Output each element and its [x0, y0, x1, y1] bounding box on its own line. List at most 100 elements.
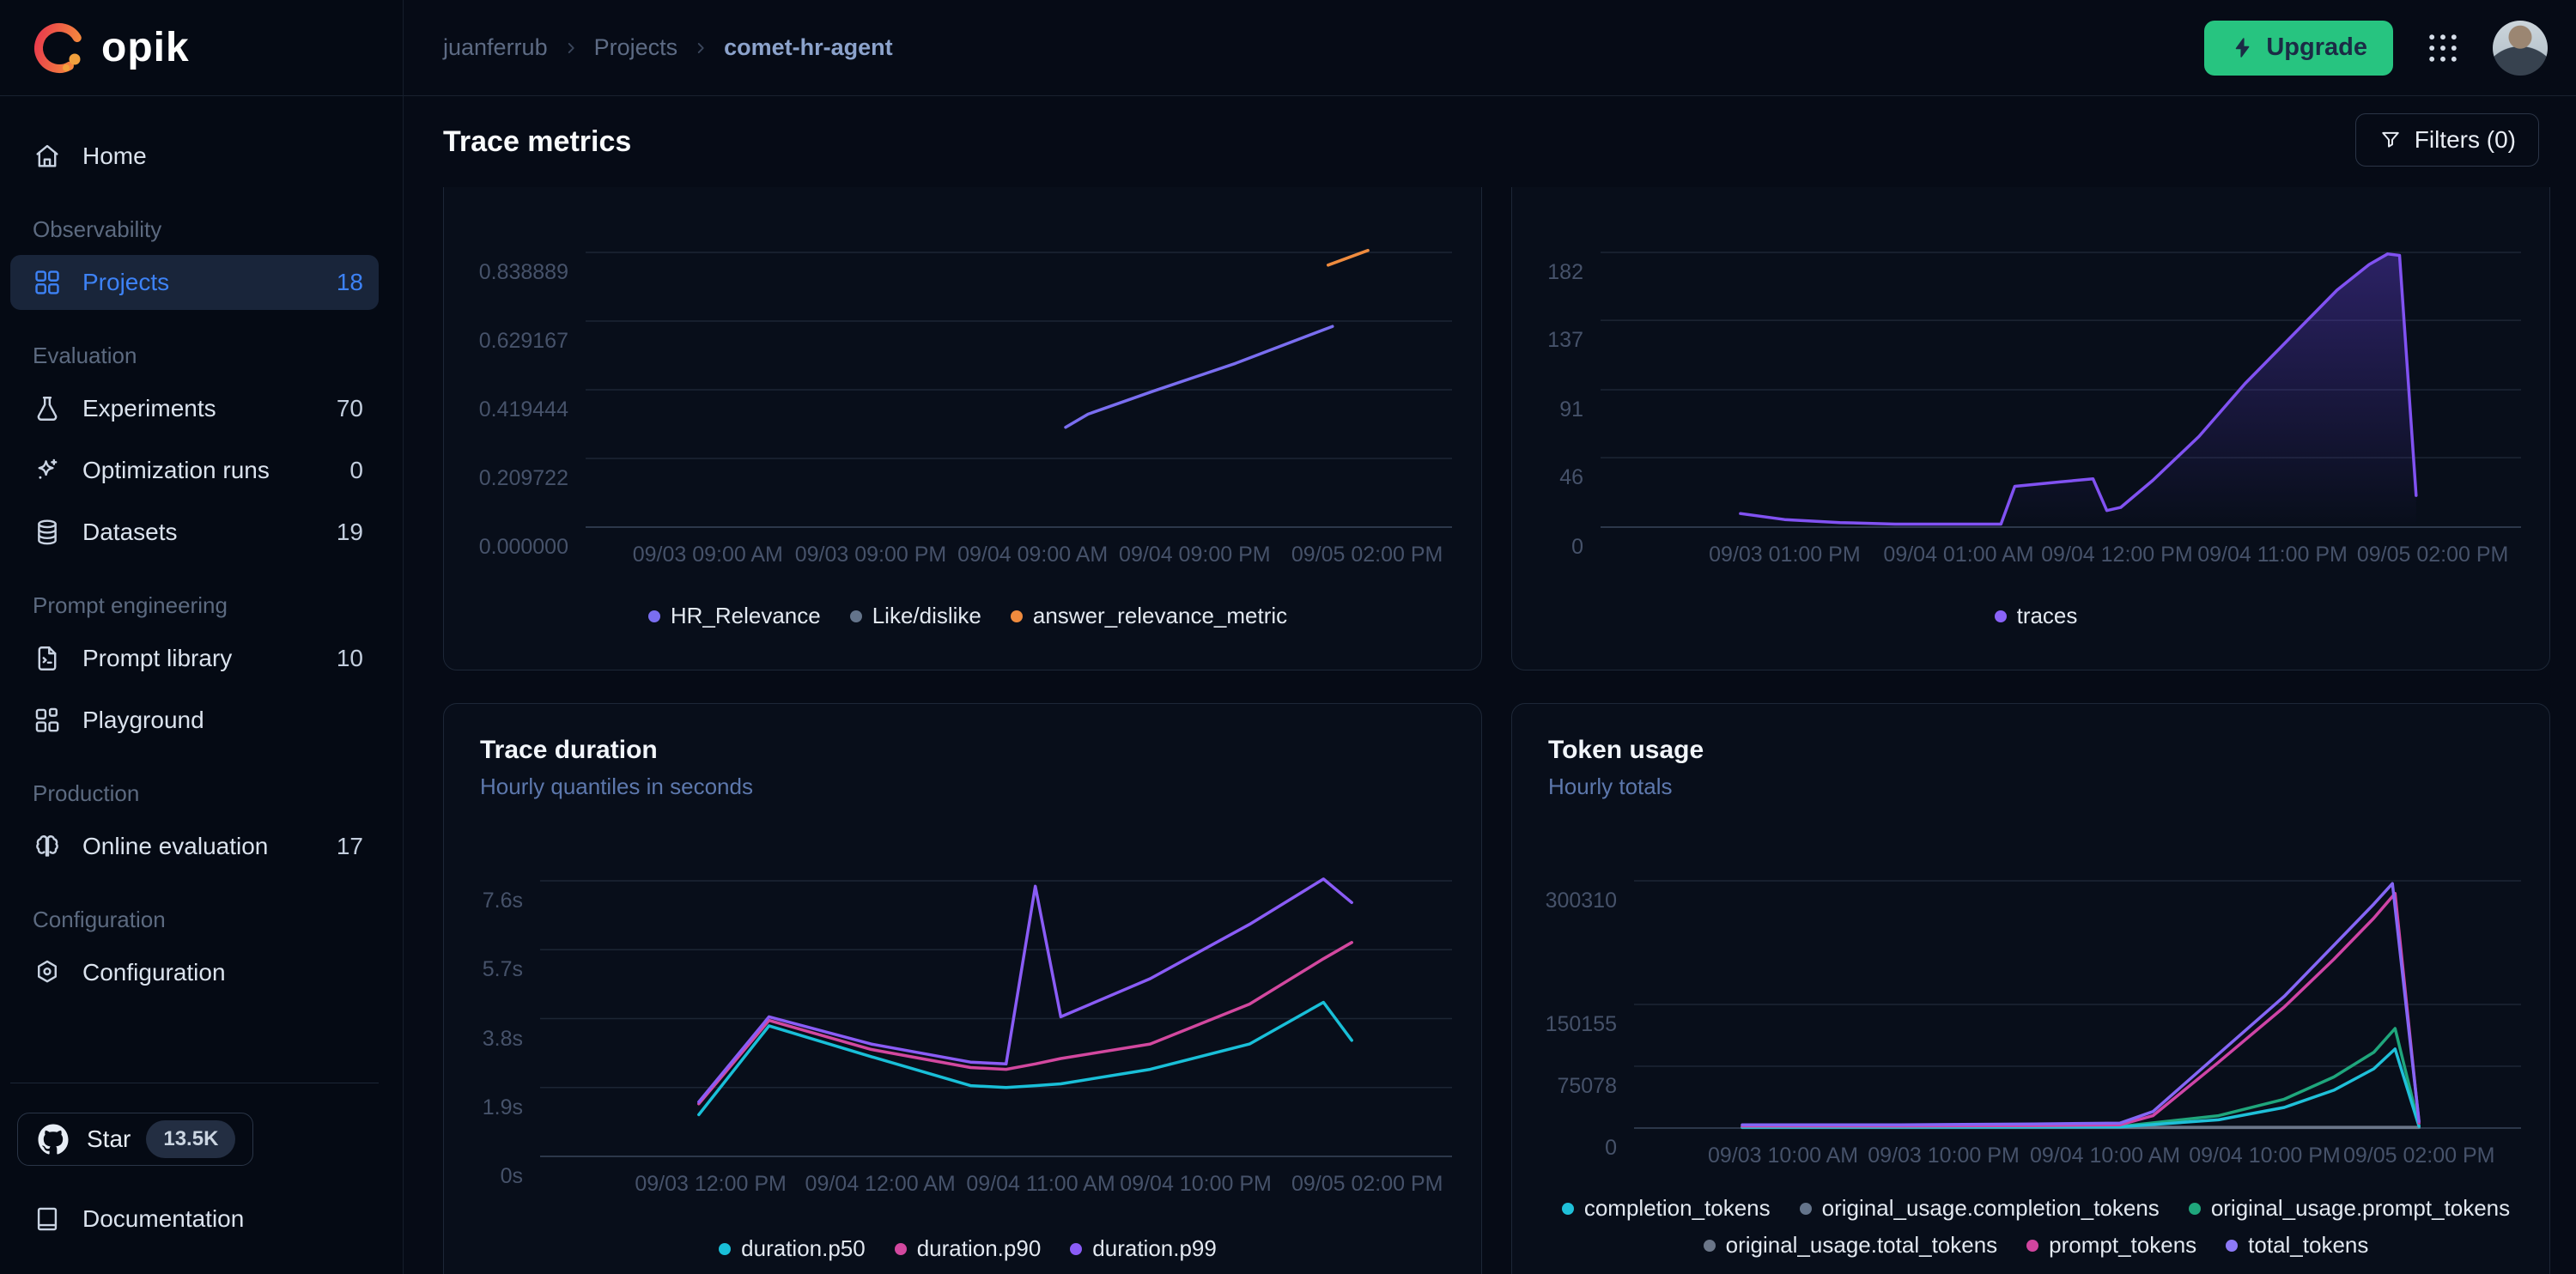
chevron-right-icon [691, 39, 710, 58]
charts-row-2: Trace duration Hourly quantiles in secon… [443, 703, 2576, 1274]
upgrade-button[interactable]: Upgrade [2204, 20, 2393, 76]
legend-item-like-dislike[interactable]: Like/dislike [849, 603, 981, 629]
legend-item-original-usage-prompt-tokens[interactable]: original_usage.prompt_tokens [2188, 1195, 2510, 1222]
sidebar-item-label: Home [82, 143, 147, 169]
sidebar-item-count: 10 [336, 645, 363, 671]
x-tick-label: 09/04 10:00 PM [1120, 1172, 1272, 1196]
sidebar-item-documentation[interactable]: Documentation [10, 1192, 379, 1247]
legend-item-total-tokens[interactable]: total_tokens [2226, 1232, 2368, 1259]
x-tick-label: 09/03 01:00 PM [1709, 543, 1861, 567]
legend-item-original-usage-total-tokens[interactable]: original_usage.total_tokens [1703, 1232, 1997, 1259]
chart-card-token-usage: Token usage Hourly totals 300310 150155 75… [1511, 703, 2550, 1274]
sidebar-item-experiments[interactable]: Experiments 70 [10, 381, 379, 436]
apps-grid-icon[interactable] [2424, 29, 2462, 67]
legend-item-traces[interactable]: traces [1994, 603, 2077, 629]
sidebar-item-projects[interactable]: Projects 18 [10, 255, 379, 310]
legend-label: prompt_tokens [2049, 1232, 2197, 1258]
chart: 0.838889 0.629167 0.419444 0.209722 0.000000… [478, 248, 1457, 629]
legend-label: duration.p99 [1092, 1235, 1217, 1261]
sidebar-item-label: Datasets [82, 519, 178, 545]
page-title: Trace metrics [443, 124, 632, 158]
chart-header: Trace duration Hourly quantiles in secon… [480, 736, 753, 800]
breadcrumb-workspace[interactable]: juanferrub [443, 34, 548, 60]
plot-area[interactable] [1601, 252, 2521, 528]
breadcrumb-projects[interactable]: Projects [593, 34, 678, 60]
x-tick-label: 09/03 10:00 AM [1707, 1144, 1859, 1168]
legend-label: HR_Relevance [670, 603, 821, 628]
sidebar-item-online-evaluation[interactable]: Online evaluation 17 [10, 819, 379, 874]
x-tick-label: 09/04 09:00 AM [957, 543, 1109, 567]
sidebar-item-playground[interactable]: Playground [10, 693, 379, 748]
y-tick-label: 0 [1605, 1136, 1617, 1160]
x-tick-label: 09/04 11:00 AM [966, 1172, 1115, 1196]
y-tick-label: 150155 [1545, 1012, 1617, 1036]
sidebar-item-count: 70 [336, 395, 363, 422]
legend-item-completion-tokens[interactable]: completion_tokens [1561, 1195, 1771, 1222]
lightning-bolt-icon [2230, 35, 2256, 61]
sidebar-item-prompt-library[interactable]: Prompt library 10 [10, 631, 379, 686]
y-tick-label: 0.629167 [478, 328, 568, 353]
sidebar-item-label: Online evaluation [82, 833, 269, 859]
y-tick-label: 1.9s [482, 1095, 523, 1119]
logo[interactable]: opik [0, 0, 403, 96]
legend-label: total_tokens [2248, 1232, 2369, 1258]
y-tick-label: 7.6s [482, 889, 523, 913]
y-tick-label: 3.8s [482, 1026, 523, 1051]
y-tick-label: 75078 [1557, 1073, 1617, 1098]
y-tick-label: 0s [500, 1164, 523, 1188]
legend-item-answer-relevance-metric[interactable]: answer_relevance_metric [1010, 603, 1287, 629]
legend-item-duration-p50[interactable]: duration.p50 [719, 1235, 866, 1262]
sidebar-bottom: Star 13.5K Documentation [0, 1083, 403, 1274]
section-label-configuration: Configuration [33, 907, 166, 932]
chart-legend: duration.p50 duration.p90 duration.p99 [478, 1235, 1457, 1262]
y-tick-label: 0 [1571, 535, 1583, 559]
x-tick-label: 09/04 12:00 PM [2041, 543, 2193, 567]
x-tick-label: 09/03 12:00 PM [635, 1172, 787, 1196]
x-tick-label: 09/04 09:00 PM [1119, 543, 1271, 567]
legend-item-duration-p99[interactable]: duration.p99 [1070, 1235, 1217, 1262]
sidebar-item-configuration[interactable]: Configuration [10, 945, 379, 1000]
github-star-button[interactable]: Star 13.5K [17, 1113, 254, 1166]
sidebar-item-home[interactable]: Home [10, 129, 379, 184]
legend-dot-icon [2226, 1239, 2239, 1252]
filters-button[interactable]: Filters (0) [2354, 113, 2539, 167]
sidebar-item-count: 19 [336, 519, 363, 545]
sidebar-item-optimization-runs[interactable]: Optimization runs 0 [10, 443, 379, 498]
y-tick-label: 182 [1547, 260, 1583, 284]
legend-label: duration.p50 [741, 1235, 866, 1261]
x-tick-label: 09/05 02:00 PM [2356, 543, 2509, 567]
legend-item-prompt-tokens[interactable]: prompt_tokens [2026, 1232, 2196, 1259]
x-tick-label: 09/03 09:00 AM [632, 543, 783, 567]
sidebar-item-label: Optimization runs [82, 457, 270, 483]
legend-item-hr-relevance[interactable]: HR_Relevance [647, 603, 821, 629]
legend-label: duration.p90 [916, 1235, 1042, 1261]
chart: 182 137 91 46 0 09/03 01:00 PM 09/04 01:00 AM 0… [1546, 252, 2525, 629]
sidebar-item-label: Experiments [82, 395, 216, 422]
sidebar-item-datasets[interactable]: Datasets 19 [10, 505, 379, 560]
chart-card-trace-duration: Trace duration Hourly quantiles in secon… [443, 703, 1482, 1274]
legend-dot-icon [1010, 610, 1023, 622]
chart-legend: HR_Relevance Like/dislike answer_relevance… [478, 603, 1457, 629]
chart: 7.6s 5.7s 3.8s 1.9s 0s 09/03 12:00 PM 09/04 12… [478, 877, 1457, 1262]
chart-header: Token usage Hourly totals [1548, 736, 1704, 800]
sidebar-item-label: Documentation [82, 1205, 245, 1232]
y-tick-label: 5.7s [482, 957, 523, 982]
legend-item-original-usage-completion-tokens[interactable]: original_usage.completion_tokens [1799, 1195, 2160, 1222]
plot-area[interactable] [1634, 880, 2521, 1130]
chart-subtitle: Hourly quantiles in seconds [480, 774, 753, 799]
y-tick-label: 300310 [1545, 889, 1617, 913]
section-label-evaluation: Evaluation [33, 343, 137, 368]
grid-icon [33, 268, 62, 297]
y-tick-label: 91 [1559, 397, 1583, 422]
logo-text: opik [101, 25, 190, 70]
flask-icon [33, 394, 62, 423]
user-avatar[interactable] [2493, 20, 2548, 76]
x-tick-label: 09/04 10:00 PM [2189, 1144, 2341, 1168]
chart-title: Trace duration [480, 736, 658, 764]
plot-area[interactable] [540, 877, 1452, 1157]
y-tick-label: 137 [1547, 328, 1583, 353]
y-tick-label: 0.209722 [478, 466, 568, 490]
section-label-production: Production [33, 780, 140, 806]
plot-area[interactable] [586, 248, 1452, 528]
legend-item-duration-p90[interactable]: duration.p90 [894, 1235, 1042, 1262]
